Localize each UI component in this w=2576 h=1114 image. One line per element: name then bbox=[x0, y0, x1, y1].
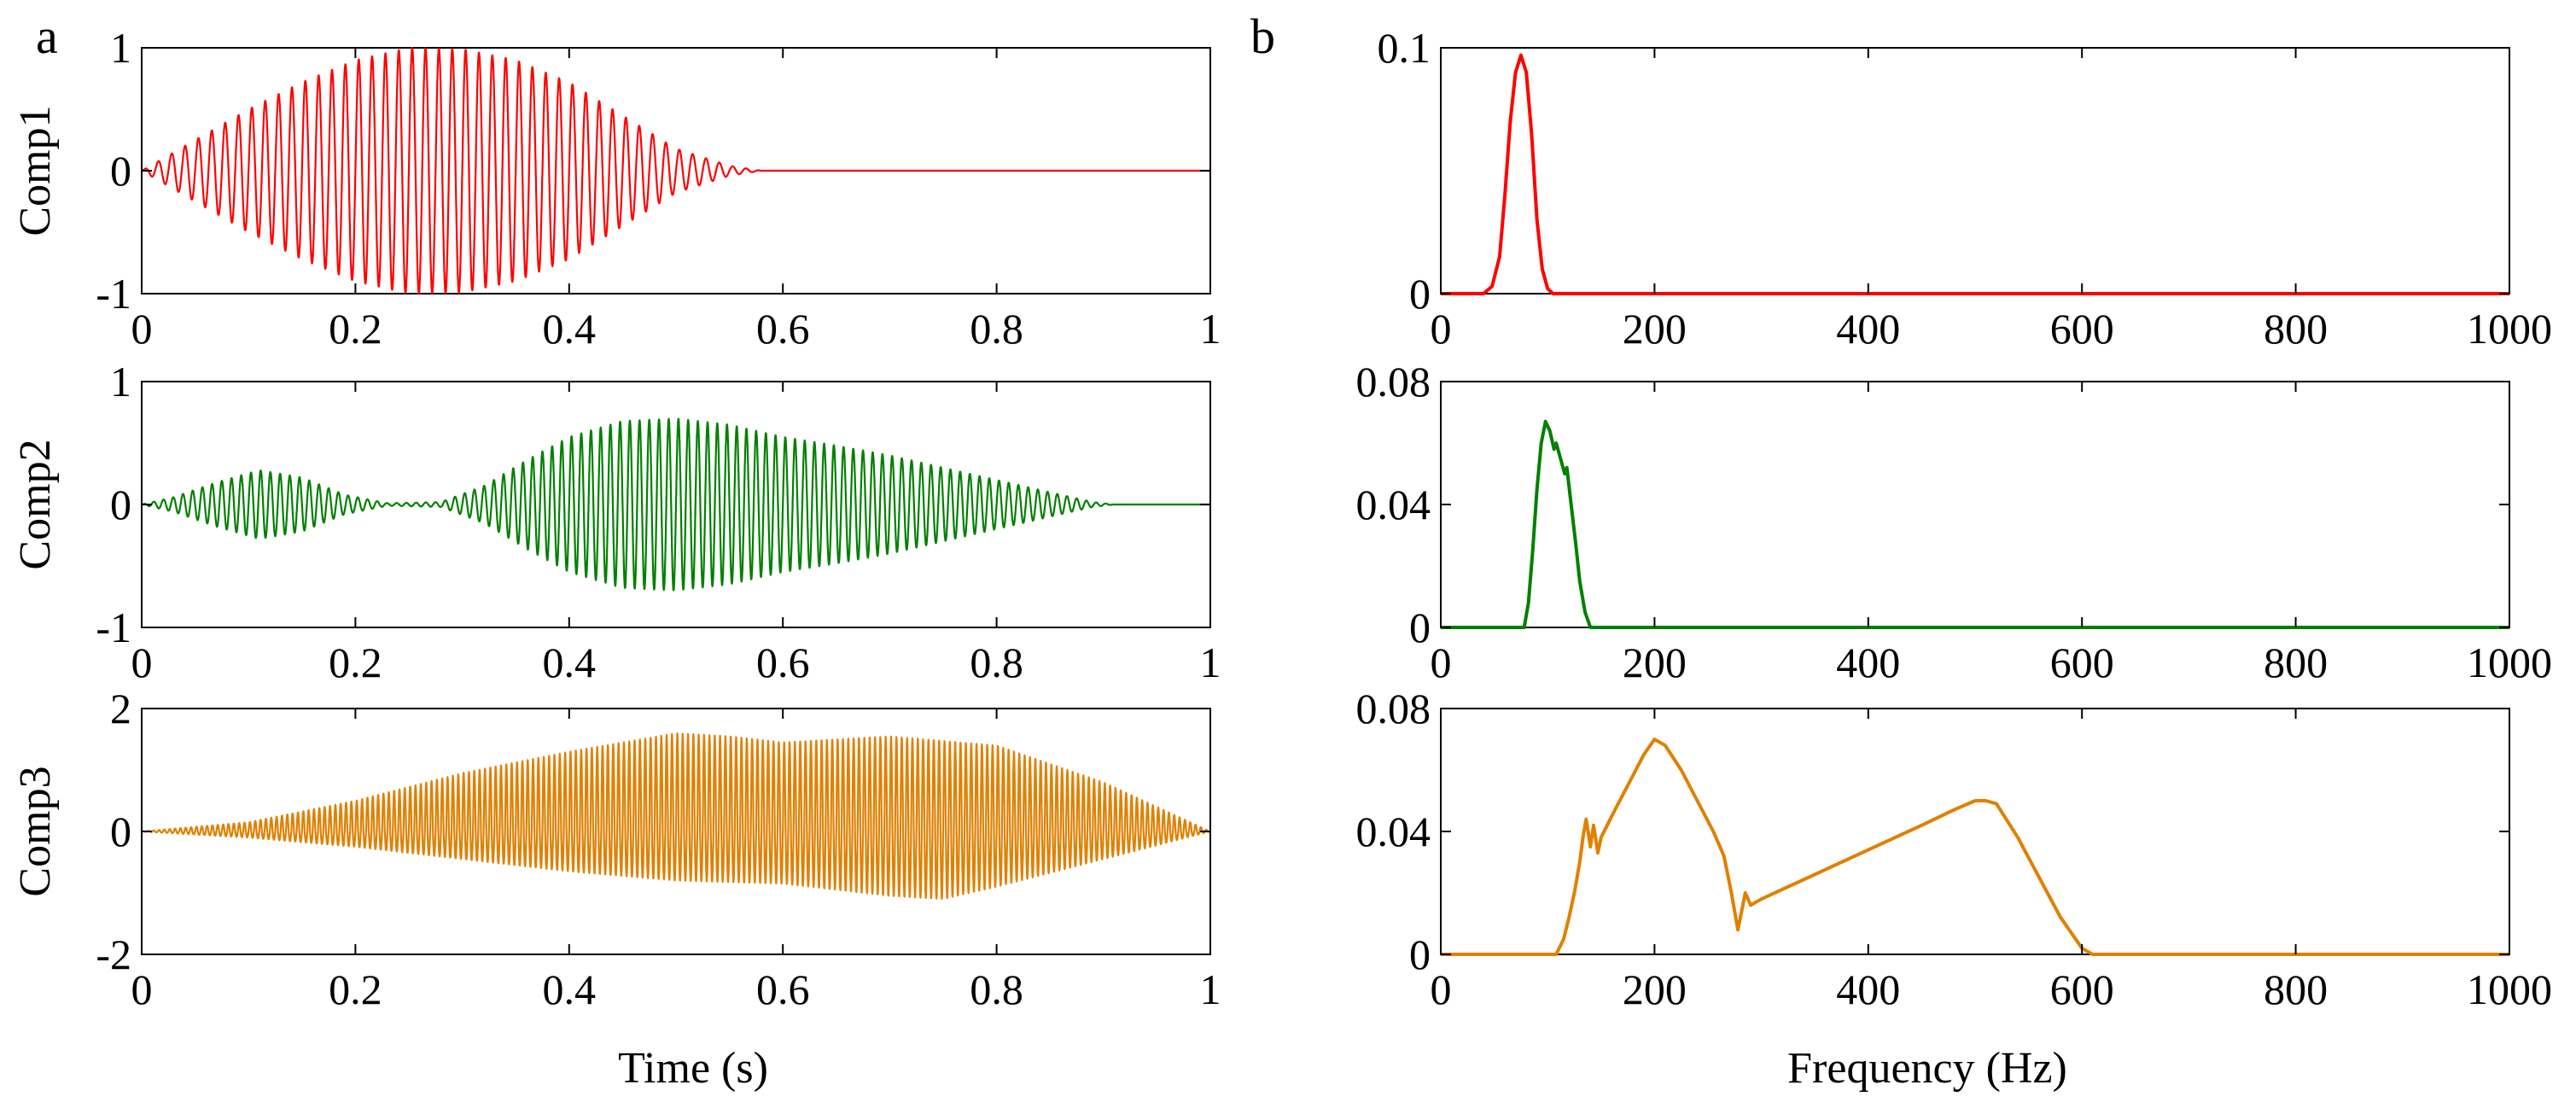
x-tick-label: 0 bbox=[131, 305, 153, 353]
x-tick-label: 0 bbox=[1431, 639, 1452, 686]
y-tick-label: 1 bbox=[110, 358, 131, 405]
x-tick-label: 0.8 bbox=[970, 305, 1023, 353]
x-tick-label: 0.6 bbox=[756, 965, 810, 1013]
chart-b2: 0 200 400 600 800 1000 0.08 0.04 0 bbox=[1356, 358, 2553, 686]
series-line-b2 bbox=[1441, 419, 2509, 629]
y-axis-label: Comp2 bbox=[11, 439, 60, 569]
x-tick-label: 600 bbox=[2050, 305, 2114, 353]
x-tick-label: 1000 bbox=[2467, 305, 2552, 353]
y-tick-label: 0 bbox=[110, 147, 131, 195]
x-tick-label: 0 bbox=[1431, 965, 1452, 1013]
series-line-a2 bbox=[141, 417, 1211, 592]
x-tick-label: 0 bbox=[131, 965, 153, 1013]
y-tick-label: 1 bbox=[110, 24, 131, 72]
x-tick-label: 0 bbox=[1431, 305, 1452, 353]
x-tick-label: 0.8 bbox=[970, 965, 1023, 1013]
x-tick-label: 800 bbox=[2264, 965, 2328, 1013]
series-line-b1 bbox=[1441, 53, 2509, 295]
y-tick-label: 0 bbox=[110, 481, 131, 528]
y-tick-label: 0.08 bbox=[1356, 685, 1431, 732]
time-axis-title: Time (s) bbox=[618, 1044, 768, 1093]
x-tick-label: 0.6 bbox=[756, 305, 810, 353]
x-tick-label: 200 bbox=[1623, 639, 1687, 686]
series-line-a3 bbox=[141, 732, 1211, 901]
plot-frame bbox=[1440, 381, 2510, 628]
x-tick-label: 400 bbox=[1836, 965, 1900, 1013]
x-tick-label: 1000 bbox=[2467, 639, 2552, 686]
x-tick-label: 0.4 bbox=[543, 639, 597, 686]
x-tick-label: 400 bbox=[1836, 639, 1900, 686]
series-line-b3 bbox=[1441, 738, 2509, 956]
y-tick-label: 0.04 bbox=[1356, 481, 1431, 528]
y-tick-label: -1 bbox=[96, 270, 131, 318]
x-tick-label: 1 bbox=[1200, 305, 1221, 353]
x-tick-label: 0.2 bbox=[329, 639, 382, 686]
x-tick-label: 600 bbox=[2050, 965, 2114, 1013]
x-tick-label: 800 bbox=[2264, 639, 2328, 686]
x-tick-label: 0.4 bbox=[543, 305, 597, 353]
x-tick-label: 1000 bbox=[2467, 965, 2552, 1013]
y-tick-label: 0.1 bbox=[1378, 24, 1431, 72]
chart-b3: 0 200 400 600 800 1000 0.08 0.04 0 bbox=[1356, 685, 2553, 1013]
x-tick-label: 400 bbox=[1836, 305, 1900, 353]
x-tick-label: 0.2 bbox=[329, 305, 382, 353]
frequency-axis-title: Frequency (Hz) bbox=[1787, 1044, 2067, 1093]
y-tick-label: 2 bbox=[110, 685, 131, 732]
panel-letter-a: a bbox=[36, 9, 58, 64]
series-line-a1 bbox=[141, 47, 1211, 295]
x-tick-label: 800 bbox=[2264, 305, 2328, 353]
y-tick-label: 0 bbox=[1409, 270, 1431, 318]
y-tick-label: 0.04 bbox=[1356, 808, 1431, 855]
y-axis-label: Comp1 bbox=[11, 105, 60, 236]
plot-frame bbox=[1440, 47, 2510, 295]
panel-letter-b: b bbox=[1250, 9, 1275, 64]
y-tick-label: 0 bbox=[1409, 604, 1431, 651]
y-tick-label: 0.08 bbox=[1356, 358, 1431, 405]
plot-frame bbox=[1440, 708, 2510, 955]
y-tick-label: 0 bbox=[1409, 930, 1431, 978]
x-tick-label: 0.8 bbox=[970, 639, 1023, 686]
chart-b1: 0 200 400 600 800 1000 0.1 0 bbox=[1378, 24, 2553, 353]
x-tick-label: 200 bbox=[1623, 965, 1687, 1013]
x-tick-label: 1 bbox=[1200, 639, 1221, 686]
x-tick-label: 600 bbox=[2050, 639, 2114, 686]
y-tick-label: 0 bbox=[110, 808, 131, 855]
x-tick-label: 200 bbox=[1623, 305, 1687, 353]
x-tick-label: 0.6 bbox=[756, 639, 810, 686]
x-tick-label: 1 bbox=[1200, 965, 1221, 1013]
x-tick-label: 0 bbox=[131, 639, 153, 686]
y-tick-label: -2 bbox=[96, 930, 131, 978]
x-tick-label: 0.2 bbox=[329, 965, 382, 1013]
y-axis-label: Comp3 bbox=[11, 766, 60, 896]
x-tick-label: 0.4 bbox=[543, 965, 597, 1013]
y-tick-label: -1 bbox=[96, 604, 131, 651]
